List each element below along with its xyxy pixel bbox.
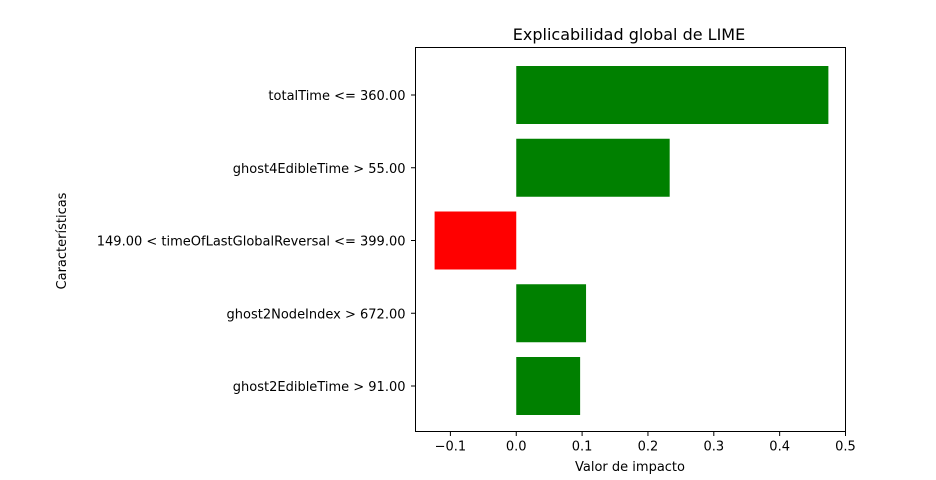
x-tick-label: 0.2 [638, 440, 659, 455]
y-tick-label: ghost2EdibleTime > 91.00 [233, 380, 406, 395]
x-axis-label: Valor de impacto [575, 460, 685, 475]
bar-4 [516, 357, 581, 415]
x-ticks-group: −0.1 0.0 0.1 0.2 0.3 0.4 0.5 [435, 431, 856, 455]
bar-1 [516, 138, 670, 197]
x-tick-label: 0.1 [572, 440, 593, 455]
bar-3 [516, 284, 587, 343]
chart-title: Explicabilidad global de LIME [513, 25, 745, 44]
x-tick-label: 0.5 [835, 440, 856, 455]
bar-0 [516, 66, 829, 124]
plot-frame [415, 47, 846, 432]
x-tick-label: 0.0 [506, 440, 527, 455]
y-tick-label: ghost2NodeIndex > 672.00 [227, 307, 406, 322]
y-tick-label: 149.00 < timeOfLastGlobalReversal <= 399… [97, 235, 406, 250]
y-tick-label: ghost4EdibleTime > 55.00 [233, 162, 406, 177]
x-tick-label: 0.4 [769, 440, 790, 455]
x-tick-label: −0.1 [435, 440, 467, 455]
bars-group [434, 66, 829, 415]
y-axis-label: Características [55, 192, 70, 289]
y-ticks-group: totalTime <= 360.00 ghost4EdibleTime > 55… [97, 89, 416, 395]
y-tick-label: totalTime <= 360.00 [268, 89, 405, 104]
x-tick-label: 0.3 [703, 440, 724, 455]
bar-2 [434, 211, 517, 270]
